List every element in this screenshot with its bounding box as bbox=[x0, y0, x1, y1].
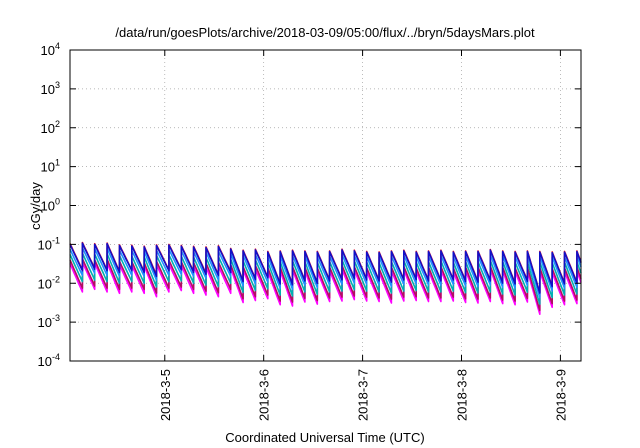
series-line-3 bbox=[69, 252, 582, 305]
x-axis-label: Coordinated Universal Time (UTC) bbox=[225, 430, 424, 445]
y-tick-label: 10-1 bbox=[38, 235, 60, 252]
series-group bbox=[69, 241, 582, 315]
x-tick-label: 2018-3-8 bbox=[454, 369, 469, 421]
y-tick-base: 10 bbox=[38, 315, 52, 330]
y-tick-label: 104 bbox=[41, 41, 60, 58]
y-tick-base: 10 bbox=[38, 354, 52, 369]
y-axis-label: cGy/day bbox=[28, 182, 43, 230]
y-tick-exponent: -2 bbox=[52, 274, 60, 284]
y-tick-exponent: -4 bbox=[52, 352, 60, 362]
x-tick-label: 2018-3-9 bbox=[553, 369, 568, 421]
y-tick-label: 10-4 bbox=[38, 352, 60, 369]
chart-title: /data/run/goesPlots/archive/2018-03-09/0… bbox=[115, 25, 535, 40]
y-tick-exponent: 1 bbox=[55, 158, 60, 168]
x-axis-ticks: 2018-3-5 2018-3-6 2018-3-7 2018-3-8 2018-3-9 bbox=[158, 50, 568, 421]
y-tick-base: 10 bbox=[41, 160, 55, 175]
grid-lines bbox=[70, 50, 581, 361]
x-tick-label: 2018-3-5 bbox=[158, 369, 173, 421]
y-tick-base: 10 bbox=[41, 199, 55, 214]
y-tick-base: 10 bbox=[38, 276, 52, 291]
y-tick-exponent: 3 bbox=[55, 80, 60, 90]
y-tick-label: 10-3 bbox=[38, 313, 60, 330]
y-tick-exponent: -1 bbox=[52, 235, 60, 245]
y-tick-label: 102 bbox=[41, 119, 60, 136]
y-tick-label: 100 bbox=[41, 197, 60, 214]
y-tick-exponent: 2 bbox=[55, 119, 60, 129]
y-tick-base: 10 bbox=[41, 121, 55, 136]
y-tick-label: 10-2 bbox=[38, 274, 60, 291]
y-tick-exponent: 4 bbox=[55, 41, 60, 51]
series-line-6 bbox=[69, 242, 582, 294]
y-tick-label: 103 bbox=[41, 80, 60, 97]
y-tick-exponent: -3 bbox=[52, 313, 60, 323]
y-tick-base: 10 bbox=[41, 43, 55, 58]
y-tick-base: 10 bbox=[38, 237, 52, 252]
x-tick-label: 2018-3-6 bbox=[257, 369, 272, 421]
y-tick-label: 101 bbox=[41, 158, 60, 175]
y-tick-exponent: 0 bbox=[55, 197, 60, 207]
x-tick-label: 2018-3-7 bbox=[356, 369, 371, 421]
y-tick-base: 10 bbox=[41, 82, 55, 97]
